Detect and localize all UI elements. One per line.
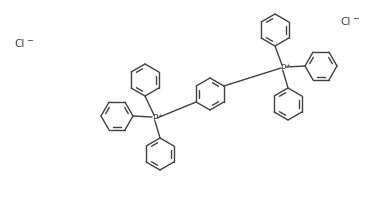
Text: +: + [285,63,290,68]
Text: +: + [157,113,162,118]
Text: P: P [152,114,158,123]
Text: P: P [280,63,286,73]
Text: Cl: Cl [340,17,350,27]
Text: −: − [352,14,359,23]
Text: −: − [26,36,33,46]
Text: Cl: Cl [14,39,24,49]
